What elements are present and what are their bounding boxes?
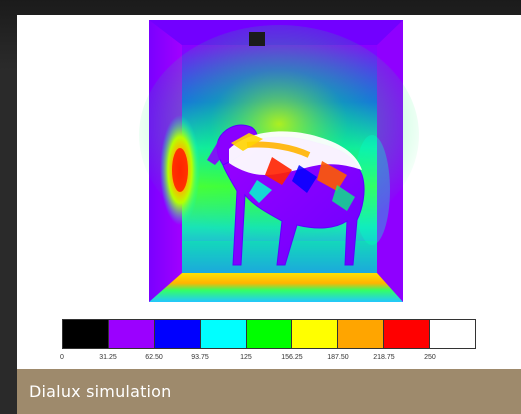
legend-tick: 125 [240, 354, 252, 361]
legend-swatch [154, 320, 201, 348]
legend-swatch [63, 320, 109, 348]
horse-figure [207, 124, 365, 266]
legend-tick: 62.50 [145, 354, 163, 361]
dialux-render [139, 20, 419, 302]
caption-text: Dialux simulation [29, 382, 172, 401]
legend-ticks: 0 31.25 62.50 93.75 125 156.25 187.50 21… [60, 354, 476, 366]
legend-tick: 218.75 [373, 354, 395, 361]
legend-swatch [200, 320, 247, 348]
caption-bar: Dialux simulation [17, 369, 521, 414]
legend-tick: 187.50 [327, 354, 349, 361]
legend-swatch [430, 320, 476, 348]
legend-tick: 93.75 [191, 354, 209, 361]
legend-tick: 31.25 [99, 354, 117, 361]
legend-swatch [292, 320, 339, 348]
legend-swatch [338, 320, 385, 348]
legend-tick: 250 [424, 354, 436, 361]
legend-tick: 0 [60, 354, 64, 361]
legend-swatch [108, 320, 155, 348]
legend-swatch [246, 320, 293, 348]
legend-swatch [384, 320, 431, 348]
image-card: 0 31.25 62.50 93.75 125 156.25 187.50 21… [17, 15, 521, 414]
legend-tick: 156.25 [281, 354, 303, 361]
illuminance-legend [62, 319, 476, 349]
